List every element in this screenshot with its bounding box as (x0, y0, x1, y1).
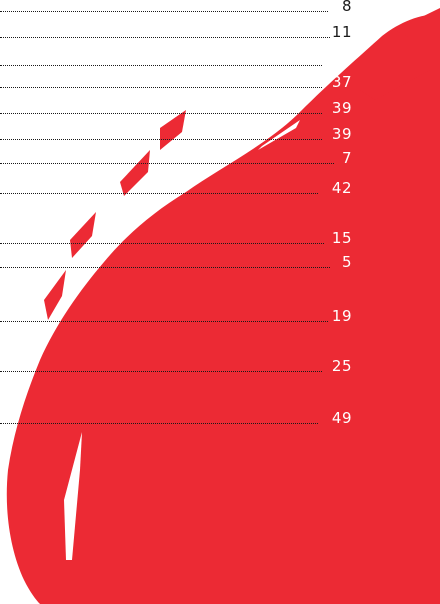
dot-leader (0, 267, 330, 268)
toc-page-number: 25 (331, 357, 352, 375)
dot-leader (0, 37, 330, 38)
dot-leader (0, 11, 328, 12)
dot-leader (0, 163, 334, 164)
dot-leader (0, 321, 328, 322)
dot-leader (0, 371, 322, 372)
toc-page-number: 39 (331, 51, 352, 69)
toc-row[interactable]: 8 (0, 0, 352, 16)
toc-page-number: 11 (331, 23, 352, 41)
toc-page-number: 39 (331, 99, 352, 117)
toc-row[interactable]: 25 (0, 356, 352, 376)
dot-leader (0, 65, 322, 66)
toc-row[interactable]: 11 (0, 22, 352, 42)
toc-row[interactable]: 15 (0, 228, 352, 248)
toc-row[interactable]: 39 (0, 50, 352, 70)
toc-row[interactable]: 7 (0, 148, 352, 168)
toc-page-number: 37 (331, 73, 352, 91)
dot-leader (0, 193, 318, 194)
toc-page-number: 49 (331, 409, 352, 427)
toc-row[interactable]: 37 (0, 72, 352, 92)
toc-row[interactable]: 39 (0, 124, 352, 144)
toc-page-number: 5 (341, 253, 352, 271)
toc-row[interactable]: 49 (0, 408, 352, 428)
dot-leader (0, 423, 318, 424)
toc-page-number: 15 (331, 229, 352, 247)
dot-leader (0, 87, 322, 88)
toc-page-number: 7 (341, 149, 352, 167)
toc-page-number: 8 (341, 0, 352, 15)
dot-leader (0, 139, 322, 140)
toc-page-number: 19 (331, 307, 352, 325)
dot-leader (0, 113, 322, 114)
toc-row[interactable]: 39 (0, 98, 352, 118)
dot-leader (0, 243, 324, 244)
toc-row[interactable]: 19 (0, 306, 352, 326)
toc-row[interactable]: 5 (0, 252, 352, 272)
toc-row[interactable]: 42 (0, 178, 352, 198)
toc-page-number: 39 (331, 125, 352, 143)
toc-page-number: 42 (331, 179, 352, 197)
